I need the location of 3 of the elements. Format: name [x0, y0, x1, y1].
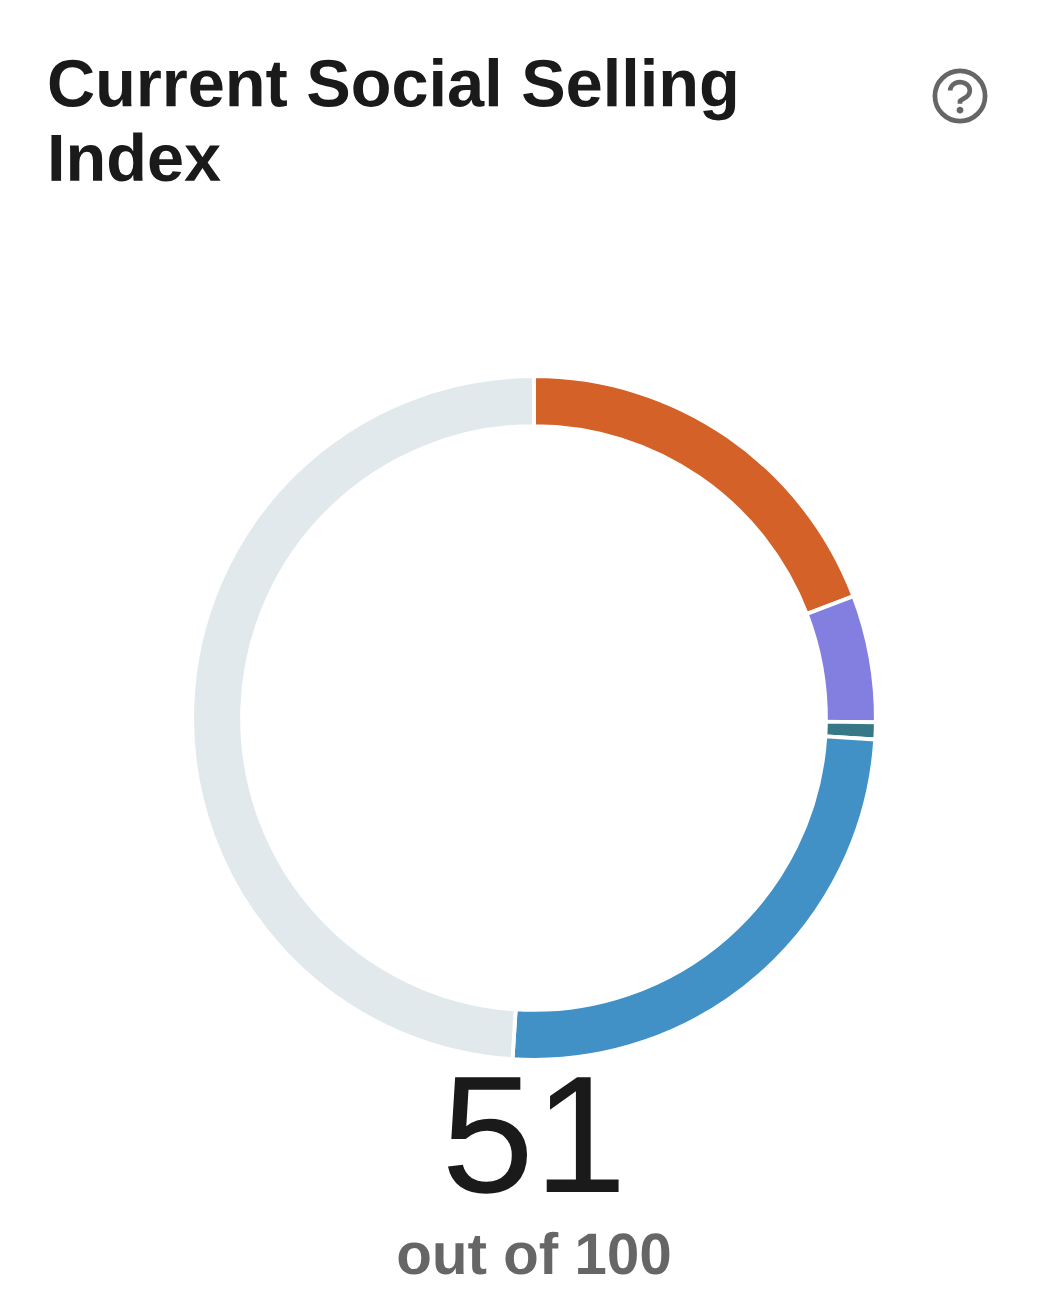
text: 51 [447, 1077, 619, 1194]
text: out of 100 [398, 1231, 670, 1275]
chart-title: Current Social Selling Index [49, 58, 736, 182]
